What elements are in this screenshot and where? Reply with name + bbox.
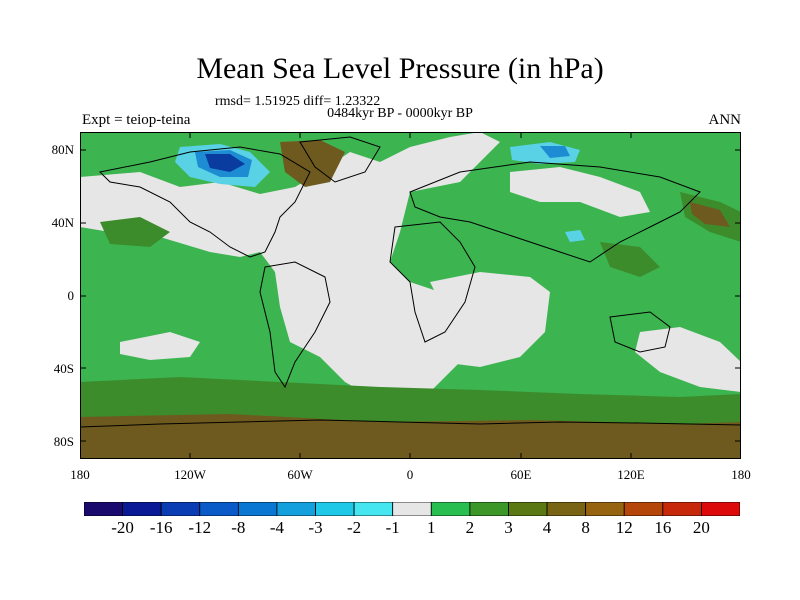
lat-ticks — [80, 149, 741, 442]
colorbar-swatch-16 — [701, 502, 740, 516]
outline-eurasia — [409, 161, 701, 263]
colorbar-swatch-12 — [546, 502, 587, 516]
lon-label-120e: 120E — [617, 467, 645, 482]
experiment-label: Expt = teiop-teina — [82, 112, 191, 128]
colorbar-label: 2 — [465, 518, 475, 537]
neutral-south-pacific — [120, 332, 200, 360]
positive-anomaly-3to4 — [80, 140, 741, 459]
colorbar-label: -8 — [231, 518, 246, 537]
map-title: Mean Sea Level Pressure (in hPa) — [196, 52, 604, 85]
colorbar-label: -4 — [269, 518, 285, 537]
colorbar-label: -2 — [347, 518, 362, 537]
negative-anomaly-canada — [175, 144, 270, 187]
neutral-east-pacific — [635, 327, 741, 392]
neutral-indian-ocean — [430, 272, 550, 367]
colorbar-swatch-4 — [237, 502, 278, 516]
rmsd-diff-stats: rmsd= 1.51925 diff= 1.23322 — [215, 94, 381, 109]
colorbar-swatch-10 — [469, 502, 509, 516]
colorbar-label: 8 — [581, 518, 590, 537]
lat-label-80s: 80S — [53, 434, 74, 449]
colorbar-label: 20 — [692, 518, 710, 537]
colorbar-label: 16 — [654, 518, 672, 537]
outline-australia — [609, 311, 671, 353]
lat-label-40s: 40S — [53, 361, 74, 376]
continent-outlines — [80, 136, 741, 428]
colorbar-label: 12 — [615, 518, 633, 537]
colorbar-swatch-6 — [315, 502, 355, 516]
outline-south-america — [259, 261, 331, 389]
lon-label-60e: 60E — [510, 467, 532, 482]
outline-greenland — [299, 136, 381, 183]
colorbar-swatch-2 — [160, 502, 201, 516]
lon-label-120w: 120W — [174, 467, 206, 482]
outline-north-america — [98, 146, 311, 258]
colorbar-swatch-5 — [276, 502, 316, 516]
lon-label-0: 0 — [406, 467, 414, 482]
colorbar-swatch-8 — [392, 502, 432, 516]
colorbar-swatch-11 — [508, 502, 548, 516]
colorbar-swatch-15 — [662, 502, 702, 516]
lon-ticks — [189, 132, 632, 459]
pressure-map — [80, 132, 741, 459]
lon-label-180-west: 180 — [70, 467, 90, 482]
lon-label-60w: 60W — [287, 467, 313, 482]
neutral-asia — [510, 167, 650, 217]
colorbar-label: -12 — [188, 518, 212, 537]
negative-anomaly-siberia — [510, 142, 585, 242]
colorbar-swatch-1 — [122, 502, 162, 516]
colorbar — [84, 502, 740, 516]
colorbar-label: 3 — [504, 518, 513, 537]
neutral-atlantic-field — [80, 132, 500, 402]
colorbar-label: 4 — [542, 518, 552, 537]
outline-antarctica — [80, 419, 741, 428]
colorbar-swatch-3 — [199, 502, 239, 516]
colorbar-label: -3 — [308, 518, 323, 537]
colorbar-swatch-9 — [430, 502, 471, 516]
colorbar-label: -20 — [111, 518, 134, 537]
outline-africa — [389, 221, 476, 343]
colorbar-label: 1 — [427, 518, 436, 537]
season-label: ANN — [708, 112, 742, 128]
colorbar-swatch-0 — [84, 502, 123, 516]
colorbar-label: -1 — [385, 518, 400, 537]
lon-label-180-east: 180 — [731, 467, 751, 482]
lat-label-40n: 40N — [51, 215, 74, 230]
time-period-label: 0484kyr BP - 0000kyr BP — [327, 106, 473, 121]
colorbar-swatch-14 — [623, 502, 664, 516]
colorbar-swatch-13 — [585, 502, 625, 516]
lat-label-equator: 0 — [67, 288, 75, 303]
colorbar-label: -16 — [149, 518, 173, 537]
colorbar-swatch-7 — [353, 502, 394, 516]
lat-label-80n: 80N — [51, 142, 74, 157]
